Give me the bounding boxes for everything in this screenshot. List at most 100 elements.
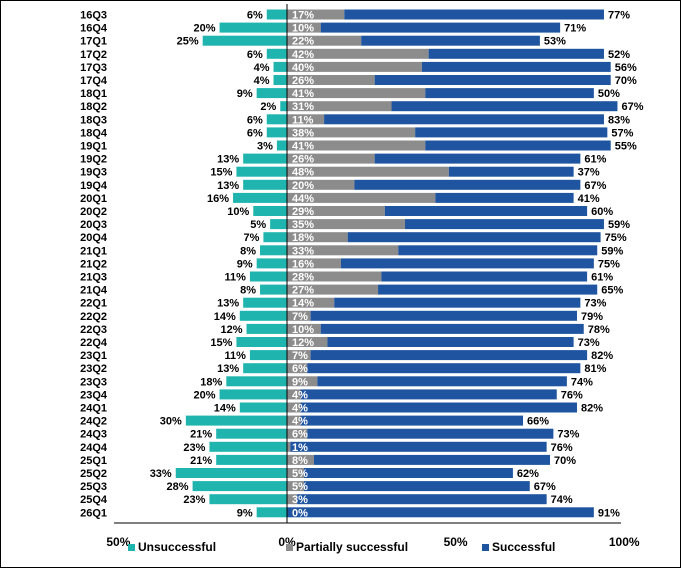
category-label: 24Q4 xyxy=(80,442,108,454)
bar-partially-successful xyxy=(287,468,304,478)
bar-partially-successful xyxy=(287,206,385,216)
label-unsuccessful: 11% xyxy=(224,272,246,284)
bar-partially-successful xyxy=(287,75,375,85)
bar-successful xyxy=(297,494,547,505)
bar-partially-successful xyxy=(287,245,399,256)
bar-successful xyxy=(428,48,604,59)
bar-successful xyxy=(317,376,567,387)
bar-unsuccessful xyxy=(219,389,287,400)
label-partially-successful: 5% xyxy=(292,468,308,480)
bar-partially-successful xyxy=(287,350,311,361)
label-unsuccessful: 11% xyxy=(224,350,246,362)
category-label: 23Q1 xyxy=(80,350,107,362)
category-label: 16Q4 xyxy=(80,23,108,35)
bar-partially-successful xyxy=(287,494,298,505)
label-partially-successful: 31% xyxy=(292,101,314,113)
label-partially-successful: 6% xyxy=(292,363,308,375)
label-unsuccessful: 4% xyxy=(254,75,270,87)
bar-unsuccessful xyxy=(266,48,287,59)
label-unsuccessful: 9% xyxy=(237,258,253,270)
bar-partially-successful xyxy=(287,376,318,387)
label-successful: 75% xyxy=(605,232,627,244)
bar-partially-successful xyxy=(287,153,375,164)
label-unsuccessful: 21% xyxy=(190,429,212,441)
label-unsuccessful: 16% xyxy=(207,193,229,205)
label-partially-successful: 40% xyxy=(292,62,314,74)
legend-label: Successful xyxy=(492,540,555,554)
bar-unsuccessful xyxy=(226,376,287,387)
label-successful: 62% xyxy=(517,468,539,480)
bar-partially-successful xyxy=(287,219,406,230)
bar-unsuccessful xyxy=(243,179,287,190)
label-partially-successful: 1% xyxy=(292,442,308,454)
bar-successful xyxy=(347,232,601,243)
label-successful: 91% xyxy=(598,507,620,519)
label-partially-successful: 26% xyxy=(292,75,314,87)
bar-partially-successful xyxy=(287,271,382,282)
label-successful: 73% xyxy=(584,298,606,310)
label-successful: 55% xyxy=(615,141,637,153)
legend: Unsuccessful Partially successful Successf… xyxy=(128,540,555,554)
label-successful: 59% xyxy=(601,245,623,257)
bar-unsuccessful xyxy=(270,219,287,230)
label-unsuccessful: 20% xyxy=(194,23,216,35)
legend-label: Unsuccessful xyxy=(138,540,216,554)
bar-partially-successful xyxy=(287,441,291,452)
label-unsuccessful: 10% xyxy=(227,206,249,218)
category-label: 17Q4 xyxy=(80,75,108,87)
bar-partially-successful xyxy=(287,166,449,177)
category-label: 22Q2 xyxy=(80,311,107,323)
bar-unsuccessful xyxy=(233,192,287,203)
category-label: 20Q1 xyxy=(80,193,107,205)
label-unsuccessful: 12% xyxy=(221,324,243,336)
label-unsuccessful: 21% xyxy=(190,455,212,467)
bar-unsuccessful xyxy=(216,428,287,439)
bar-partially-successful xyxy=(287,415,301,426)
label-unsuccessful: 20% xyxy=(194,389,216,401)
label-unsuccessful: 6% xyxy=(247,127,263,139)
bar-successful xyxy=(448,166,574,177)
label-successful: 82% xyxy=(581,403,603,415)
label-successful: 74% xyxy=(551,494,573,506)
label-partially-successful: 29% xyxy=(292,206,314,218)
label-unsuccessful: 6% xyxy=(247,10,263,22)
label-successful: 37% xyxy=(578,167,600,179)
label-unsuccessful: 5% xyxy=(250,219,266,231)
label-partially-successful: 22% xyxy=(292,36,314,48)
bar-unsuccessful xyxy=(243,363,287,374)
bar-partially-successful xyxy=(287,35,362,46)
category-label: 24Q3 xyxy=(80,429,107,441)
bar-successful xyxy=(327,337,574,347)
category-label: 22Q3 xyxy=(80,324,107,336)
bar-successful xyxy=(374,153,581,164)
label-partially-successful: 4% xyxy=(292,403,308,415)
label-successful: 82% xyxy=(591,350,613,362)
label-partially-successful: 35% xyxy=(292,219,314,231)
bar-successful xyxy=(307,428,554,439)
label-partially-successful: 6% xyxy=(292,429,308,441)
category-label: 21Q2 xyxy=(80,258,107,270)
legend-swatch xyxy=(482,544,489,551)
label-successful: 70% xyxy=(554,455,576,467)
label-unsuccessful: 25% xyxy=(177,36,199,48)
label-partially-successful: 0% xyxy=(292,507,308,519)
bar-successful xyxy=(381,271,588,282)
label-successful: 71% xyxy=(564,23,586,35)
label-partially-successful: 7% xyxy=(292,311,308,323)
label-unsuccessful: 30% xyxy=(160,416,182,428)
label-successful: 74% xyxy=(571,376,593,388)
bar-unsuccessful xyxy=(236,166,287,177)
bar-successful xyxy=(354,179,581,190)
bar-unsuccessful xyxy=(243,153,287,164)
label-partially-successful: 41% xyxy=(292,88,314,100)
legend-label: Partially successful xyxy=(296,540,408,554)
bar-unsuccessful xyxy=(260,284,287,295)
bar-successful xyxy=(290,441,547,452)
category-label: 22Q1 xyxy=(80,298,107,310)
label-partially-successful: 7% xyxy=(292,350,308,362)
label-partially-successful: 28% xyxy=(292,272,314,284)
bar-partially-successful xyxy=(287,428,308,439)
bar-successful xyxy=(310,350,588,361)
bar-successful xyxy=(320,323,584,334)
